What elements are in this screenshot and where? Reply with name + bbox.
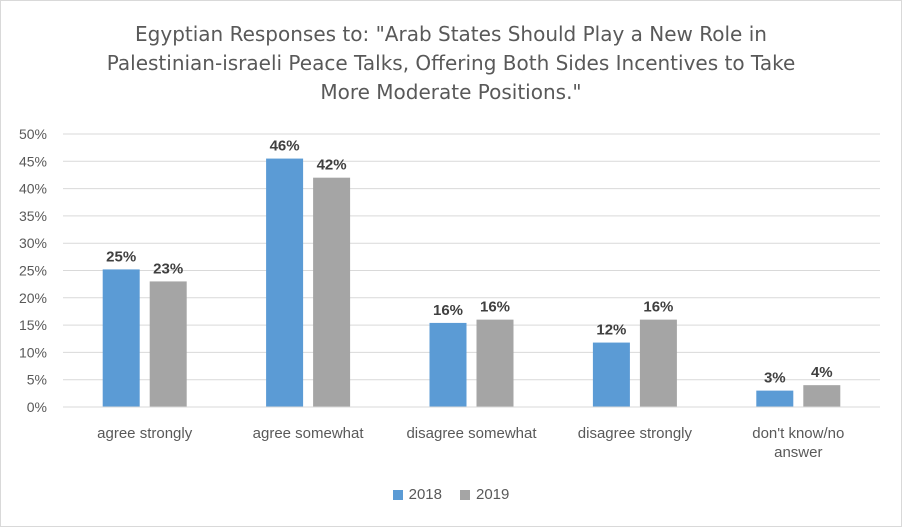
data-label: 12% bbox=[596, 322, 626, 339]
y-tick-label: 50% bbox=[19, 126, 47, 142]
bar-2018 bbox=[429, 322, 467, 407]
data-label: 16% bbox=[433, 302, 463, 319]
data-label: 16% bbox=[480, 299, 510, 316]
data-label: 3% bbox=[764, 370, 786, 387]
data-label: 16% bbox=[643, 299, 673, 316]
y-tick-label: 5% bbox=[27, 372, 47, 388]
chart-title: Egyptian Responses to: "Arab States Shou… bbox=[0, 20, 902, 107]
y-tick-label: 20% bbox=[19, 290, 47, 306]
legend-item-2019: 2019 bbox=[460, 486, 509, 503]
bar-2019 bbox=[313, 177, 351, 407]
y-tick-label: 25% bbox=[19, 263, 47, 279]
x-tick-label: agree strongly bbox=[97, 425, 193, 442]
chart-title-line-3: More Moderate Positions." bbox=[320, 80, 582, 104]
y-tick-label: 40% bbox=[19, 181, 47, 197]
bar-2019 bbox=[803, 385, 841, 407]
chart-title-line-2: Palestinian-israeli Peace Talks, Offerin… bbox=[106, 51, 796, 75]
y-tick-label: 45% bbox=[19, 153, 47, 169]
data-label: 23% bbox=[153, 260, 183, 277]
bar-2019 bbox=[476, 319, 514, 407]
bar-2019 bbox=[149, 281, 187, 407]
legend: 2018 2019 bbox=[0, 486, 902, 503]
legend-label-2018: 2018 bbox=[408, 486, 442, 503]
chart-title-line-1: Egyptian Responses to: "Arab States Shou… bbox=[135, 22, 767, 46]
data-label: 25% bbox=[106, 248, 136, 265]
legend-swatch-2019 bbox=[460, 489, 470, 500]
data-label: 42% bbox=[317, 157, 347, 174]
bar-2018 bbox=[266, 158, 304, 407]
legend-label-2019: 2019 bbox=[476, 486, 510, 503]
bar-2018 bbox=[102, 269, 140, 407]
y-tick-label: 30% bbox=[19, 235, 47, 251]
bar-2018 bbox=[756, 390, 794, 407]
y-tick-label: 0% bbox=[27, 399, 47, 415]
y-tick-label: 15% bbox=[19, 317, 47, 333]
x-tick-label: don't know/no bbox=[752, 425, 844, 442]
x-tick-label: agree somewhat bbox=[253, 425, 365, 442]
data-label: 46% bbox=[270, 138, 300, 155]
x-tick-label: disagree somewhat bbox=[406, 425, 537, 442]
x-tick-label: disagree strongly bbox=[578, 425, 693, 442]
bar-2018 bbox=[592, 342, 630, 407]
y-tick-label: 35% bbox=[19, 208, 47, 224]
legend-swatch-2018 bbox=[392, 489, 403, 500]
bar-2019 bbox=[639, 319, 677, 407]
x-tick-label: answer bbox=[774, 444, 822, 461]
data-label: 4% bbox=[811, 364, 833, 381]
legend-item-2018: 2018 bbox=[392, 486, 442, 503]
y-tick-label: 10% bbox=[19, 344, 47, 360]
